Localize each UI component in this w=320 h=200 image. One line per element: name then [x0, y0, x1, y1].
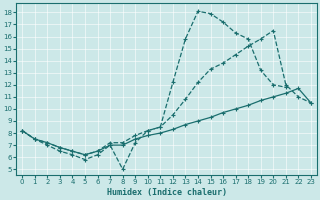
X-axis label: Humidex (Indice chaleur): Humidex (Indice chaleur)	[107, 188, 227, 197]
